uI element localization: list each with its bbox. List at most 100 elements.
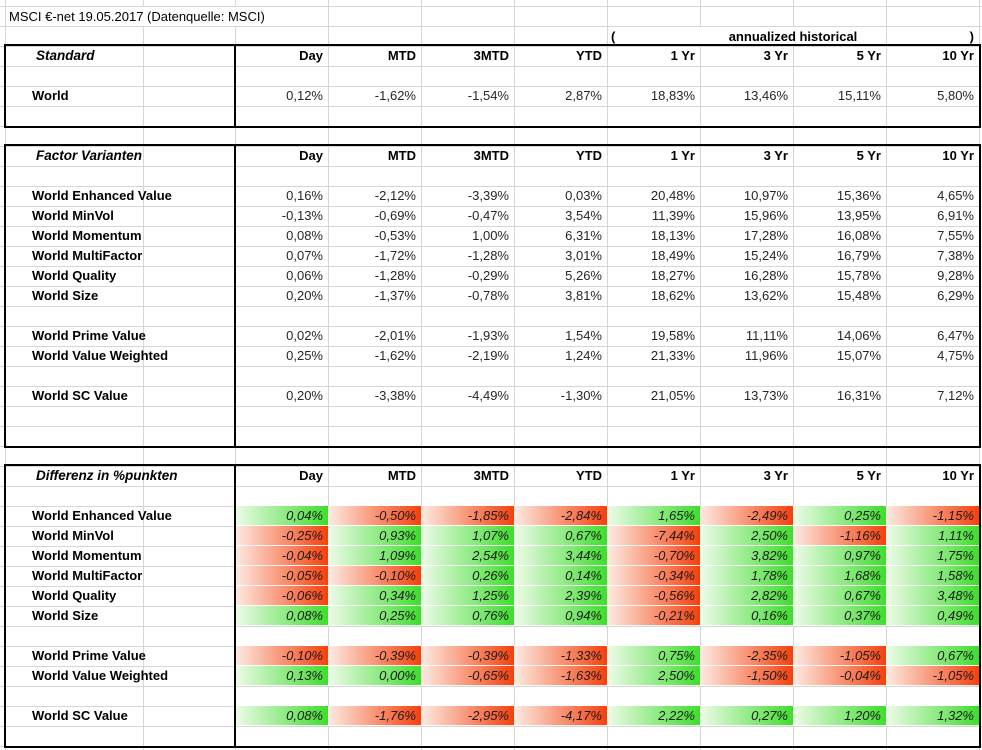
value-cell[interactable]: 15,36% bbox=[836, 188, 881, 203]
row-label[interactable]: World Enhanced Value bbox=[32, 508, 172, 523]
value-cell[interactable]: 13,62% bbox=[743, 288, 788, 303]
value-cell[interactable]: -3,39% bbox=[467, 188, 509, 203]
blank-row[interactable] bbox=[6, 406, 979, 426]
column-header[interactable]: 10 Yr bbox=[942, 48, 974, 63]
value-cell[interactable]: 6,29% bbox=[937, 288, 974, 303]
column-header[interactable]: 3 Yr bbox=[763, 148, 788, 163]
value-cell[interactable]: -4,17% bbox=[514, 706, 607, 726]
value-cell[interactable]: 2,50% bbox=[607, 666, 700, 686]
value-cell[interactable]: 0,20% bbox=[286, 288, 323, 303]
blank-row[interactable] bbox=[6, 366, 979, 386]
value-cell[interactable]: -0,21% bbox=[607, 606, 700, 626]
column-header[interactable]: 3 Yr bbox=[763, 48, 788, 63]
value-cell[interactable]: 13,46% bbox=[743, 88, 788, 103]
value-cell[interactable]: -0,10% bbox=[328, 566, 421, 586]
blank-row[interactable] bbox=[6, 626, 979, 646]
value-cell[interactable]: 1,54% bbox=[565, 328, 602, 343]
column-header[interactable]: 1 Yr bbox=[670, 468, 695, 483]
value-cell[interactable]: 0,75% bbox=[607, 646, 700, 666]
value-cell[interactable]: 6,91% bbox=[937, 208, 974, 223]
column-header[interactable]: 10 Yr bbox=[942, 468, 974, 483]
empty-cell[interactable] bbox=[143, 526, 235, 546]
value-cell[interactable]: -4,49% bbox=[467, 388, 509, 403]
value-cell[interactable]: 0,20% bbox=[286, 388, 323, 403]
value-cell[interactable]: -0,10% bbox=[235, 646, 328, 666]
value-cell[interactable]: 7,12% bbox=[937, 388, 974, 403]
value-cell[interactable]: 5,26% bbox=[565, 268, 602, 283]
value-cell[interactable]: -3,38% bbox=[374, 388, 416, 403]
value-cell[interactable]: 0,67% bbox=[793, 586, 886, 606]
value-cell[interactable]: 3,44% bbox=[514, 546, 607, 566]
column-header[interactable]: 3MTD bbox=[473, 468, 509, 483]
section-title[interactable]: Factor Varianten bbox=[36, 148, 143, 163]
value-cell[interactable]: 0,67% bbox=[514, 526, 607, 546]
empty-cell[interactable] bbox=[143, 506, 235, 526]
value-cell[interactable]: -0,04% bbox=[235, 546, 328, 566]
value-cell[interactable]: 11,96% bbox=[744, 348, 788, 363]
value-cell[interactable]: -2,84% bbox=[514, 506, 607, 526]
column-header[interactable]: Day bbox=[299, 48, 323, 63]
row-label[interactable]: World Size bbox=[32, 608, 99, 623]
blank-row[interactable] bbox=[6, 106, 979, 126]
empty-cell[interactable] bbox=[143, 266, 235, 286]
value-cell[interactable]: 0,07% bbox=[286, 248, 323, 263]
blank-row[interactable] bbox=[6, 686, 979, 706]
value-cell[interactable]: 2,82% bbox=[700, 586, 793, 606]
column-header[interactable]: YTD bbox=[576, 468, 602, 483]
value-cell[interactable]: 2,87% bbox=[565, 88, 602, 103]
value-cell[interactable]: -0,78% bbox=[467, 288, 509, 303]
value-cell[interactable]: 6,31% bbox=[565, 228, 602, 243]
value-cell[interactable]: -1,54% bbox=[467, 88, 509, 103]
value-cell[interactable]: 0,25% bbox=[328, 606, 421, 626]
value-cell[interactable]: 18,13% bbox=[650, 228, 695, 243]
empty-cell[interactable] bbox=[143, 206, 235, 226]
empty-cell[interactable] bbox=[143, 226, 235, 246]
value-cell[interactable]: 2,39% bbox=[514, 586, 607, 606]
value-cell[interactable]: 1,65% bbox=[607, 506, 700, 526]
value-cell[interactable]: 16,31% bbox=[836, 388, 881, 403]
value-cell[interactable]: 3,01% bbox=[565, 248, 602, 263]
value-cell[interactable]: -2,01% bbox=[374, 328, 416, 343]
blank-row[interactable] bbox=[6, 66, 979, 86]
value-cell[interactable]: -1,30% bbox=[560, 388, 602, 403]
value-cell[interactable]: 0,97% bbox=[793, 546, 886, 566]
value-cell[interactable]: -2,95% bbox=[421, 706, 514, 726]
value-cell[interactable]: -1,50% bbox=[700, 666, 793, 686]
value-cell[interactable]: -1,28% bbox=[374, 268, 416, 283]
column-header[interactable]: 5 Yr bbox=[856, 468, 881, 483]
column-header[interactable]: Day bbox=[299, 468, 323, 483]
column-header[interactable]: 3MTD bbox=[473, 148, 509, 163]
empty-cell[interactable] bbox=[143, 186, 235, 206]
value-cell[interactable]: -1,62% bbox=[374, 88, 416, 103]
row-label[interactable]: World MultiFactor bbox=[32, 248, 143, 263]
column-header[interactable]: MTD bbox=[387, 48, 416, 63]
value-cell[interactable]: -2,49% bbox=[700, 506, 793, 526]
empty-cell[interactable] bbox=[143, 466, 235, 486]
row-label[interactable]: World Size bbox=[32, 288, 99, 303]
row-label[interactable]: World Quality bbox=[32, 588, 117, 603]
value-cell[interactable]: 0,08% bbox=[235, 706, 328, 726]
value-cell[interactable]: 21,05% bbox=[650, 388, 695, 403]
value-cell[interactable]: 13,95% bbox=[836, 208, 881, 223]
value-cell[interactable]: 0,14% bbox=[514, 566, 607, 586]
value-cell[interactable]: 15,07% bbox=[836, 348, 881, 363]
value-cell[interactable]: 0,67% bbox=[886, 646, 979, 666]
value-cell[interactable]: 20,48% bbox=[650, 188, 695, 203]
column-header[interactable]: 1 Yr bbox=[670, 48, 695, 63]
blank-row[interactable] bbox=[6, 426, 979, 446]
empty-cell[interactable] bbox=[143, 346, 235, 366]
value-cell[interactable]: 1,07% bbox=[421, 526, 514, 546]
column-header[interactable]: 10 Yr bbox=[942, 148, 974, 163]
value-cell[interactable]: 0,26% bbox=[421, 566, 514, 586]
value-cell[interactable]: -1,16% bbox=[793, 526, 886, 546]
row-label[interactable]: World Prime Value bbox=[32, 328, 146, 343]
value-cell[interactable]: -0,56% bbox=[607, 586, 700, 606]
value-cell[interactable]: 0,02% bbox=[286, 328, 323, 343]
empty-cell[interactable] bbox=[143, 286, 235, 306]
blank-row[interactable] bbox=[6, 166, 979, 186]
value-cell[interactable]: -0,50% bbox=[328, 506, 421, 526]
value-cell[interactable]: -0,13% bbox=[281, 208, 323, 223]
value-cell[interactable]: 1,24% bbox=[565, 348, 602, 363]
value-cell[interactable]: 0,25% bbox=[793, 506, 886, 526]
section-title[interactable]: Differenz in %punkten bbox=[36, 468, 178, 483]
